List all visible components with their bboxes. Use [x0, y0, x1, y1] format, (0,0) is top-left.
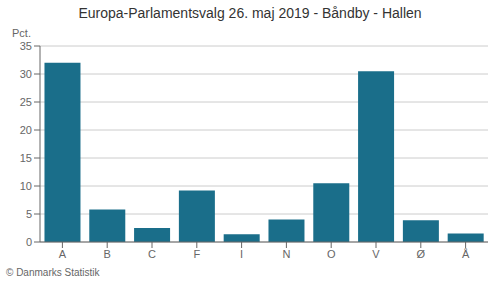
svg-text:20: 20 — [20, 124, 32, 136]
svg-text:N: N — [282, 248, 290, 260]
svg-text:10: 10 — [20, 180, 32, 192]
svg-text:30: 30 — [20, 68, 32, 80]
svg-text:B: B — [104, 248, 111, 260]
html-text:© Danmarks Statistik: © Danmarks Statistik — [6, 267, 100, 278]
svg-text:Ø: Ø — [417, 248, 426, 260]
svg-text:5: 5 — [26, 208, 32, 220]
svg-text:C: C — [148, 248, 156, 260]
svg-text:0: 0 — [26, 236, 32, 248]
html-text:Pct.: Pct. — [12, 27, 31, 39]
svg-text:V: V — [372, 248, 380, 260]
svg-text:F: F — [193, 248, 200, 260]
svg-text:Å: Å — [462, 248, 470, 260]
svg-text:25: 25 — [20, 96, 32, 108]
svg-text:A: A — [59, 248, 67, 260]
svg-text:I: I — [240, 248, 243, 260]
svg-text:O: O — [327, 248, 336, 260]
svg-text:35: 35 — [20, 40, 32, 52]
html-text:Europa-Parlamentsvalg 26. maj: Europa-Parlamentsvalg 26. maj 2019 - Bån… — [78, 5, 422, 21]
svg-text:15: 15 — [20, 152, 32, 164]
